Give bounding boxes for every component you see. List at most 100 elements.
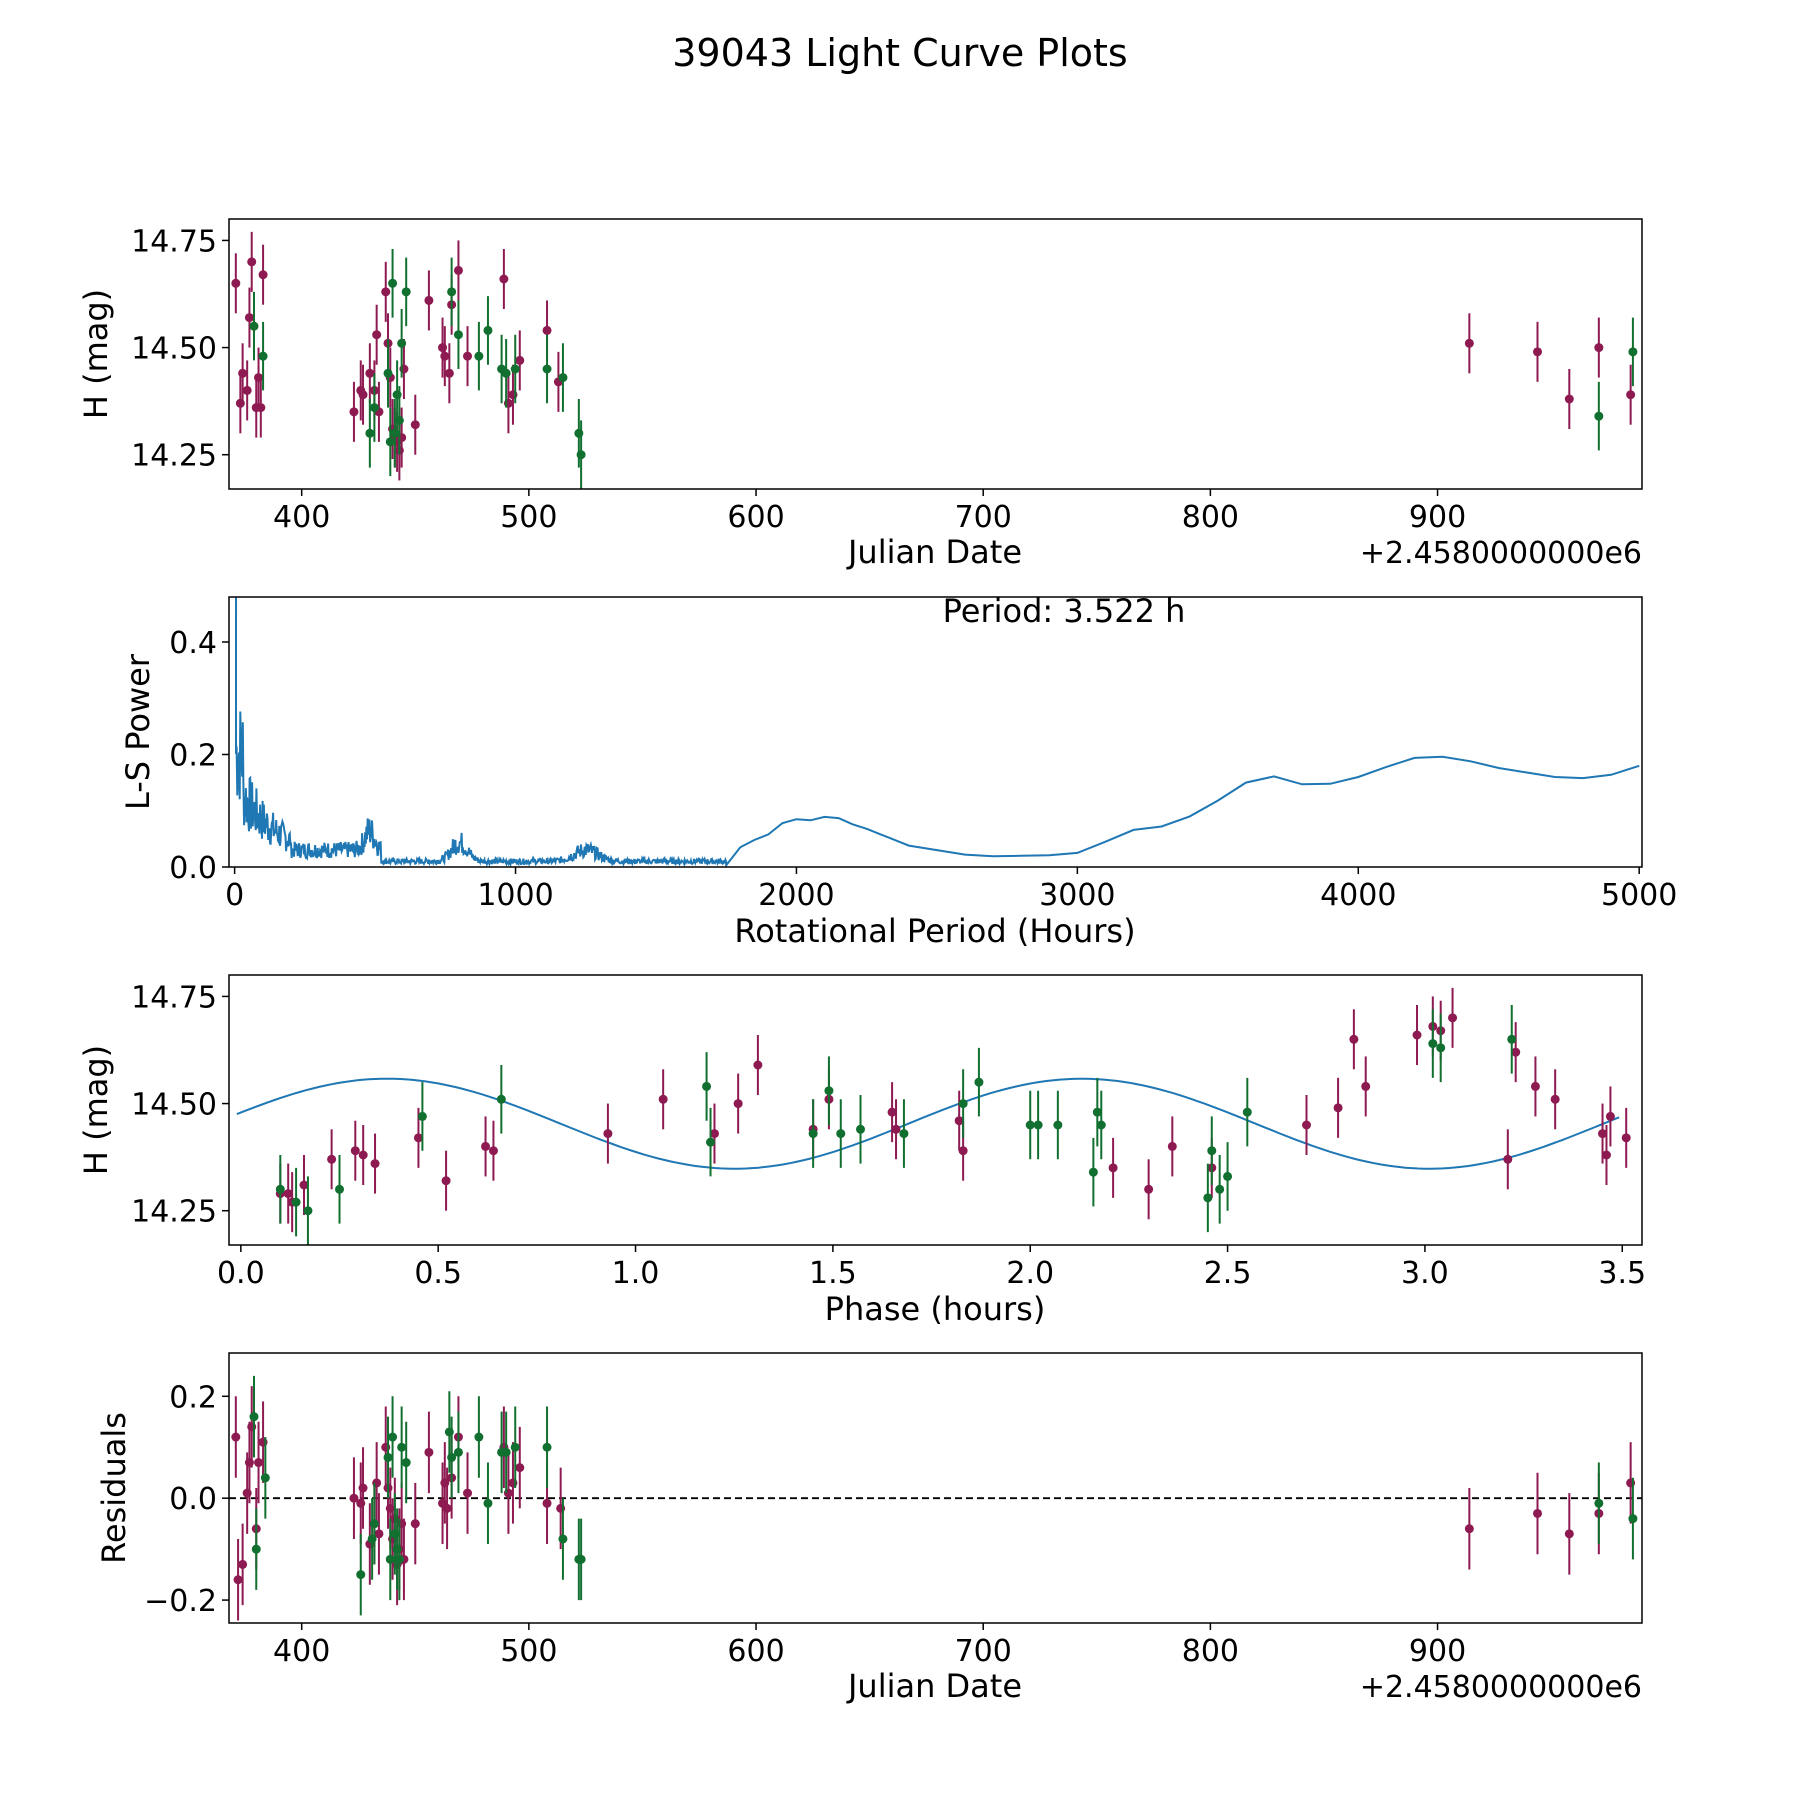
filter-b-point bbox=[576, 450, 586, 460]
filter-b-point bbox=[390, 428, 400, 438]
filter-a-point bbox=[1349, 1034, 1359, 1044]
x-tick-label: 1.0 bbox=[612, 1256, 660, 1291]
filter-b-point bbox=[542, 364, 552, 374]
filter-b-point bbox=[702, 1081, 712, 1091]
filter-b-point bbox=[576, 1554, 586, 1564]
filter-a-point bbox=[753, 1060, 763, 1070]
filter-b-point bbox=[385, 1554, 395, 1564]
filter-a-point bbox=[1108, 1163, 1118, 1173]
filter-b-point bbox=[899, 1129, 909, 1139]
filter-a-point bbox=[1594, 343, 1604, 353]
filter-a-point bbox=[327, 1154, 337, 1164]
filter-a-point bbox=[1464, 1524, 1474, 1534]
filter-a-point bbox=[1167, 1141, 1177, 1151]
filter-a-point bbox=[358, 1483, 368, 1493]
filter-a-point bbox=[258, 270, 268, 280]
x-tick-label: 1000 bbox=[477, 878, 553, 913]
filter-b-point bbox=[397, 1442, 407, 1452]
periodogram-ticks: 0 1000 2000 3000 4000 5000 0.0 0.2 0.4 bbox=[169, 626, 1677, 913]
residuals-xlabel: Julian Date bbox=[846, 1667, 1022, 1705]
light-curve-plot-area bbox=[231, 231, 1638, 489]
x-tick-label: 2.5 bbox=[1204, 1256, 1252, 1291]
filter-b-point bbox=[510, 1442, 520, 1452]
filter-a-point bbox=[365, 368, 375, 378]
filter-b-point bbox=[1428, 1039, 1438, 1049]
filter-a-point bbox=[453, 265, 463, 275]
filter-a-point bbox=[410, 1519, 420, 1529]
filter-b-point bbox=[824, 1086, 834, 1096]
filter-b-point bbox=[251, 1544, 261, 1554]
filter-a-point bbox=[374, 1529, 384, 1539]
filter-b-point bbox=[291, 1197, 301, 1207]
light-curve-xlabel: Julian Date bbox=[846, 533, 1022, 571]
filter-b-point bbox=[417, 1111, 427, 1121]
periodogram-plot-area bbox=[235, 597, 1640, 867]
filter-b-point bbox=[510, 364, 520, 374]
filter-a-point bbox=[442, 1503, 452, 1513]
y-tick-label: 14.75 bbox=[131, 980, 217, 1015]
y-tick-label: 0.0 bbox=[169, 851, 217, 886]
y-tick-label: 14.25 bbox=[131, 439, 217, 474]
filter-a-point bbox=[244, 313, 254, 323]
filter-b-point bbox=[1507, 1034, 1517, 1044]
filter-b-point bbox=[394, 1554, 404, 1564]
filter-a-point bbox=[958, 1146, 968, 1156]
filter-a-point bbox=[954, 1116, 964, 1126]
phased-light-curve-plot-area bbox=[236, 987, 1631, 1245]
y-tick-label: 14.50 bbox=[131, 1088, 217, 1123]
filter-b-point bbox=[453, 1447, 463, 1457]
x-tick-label: 2000 bbox=[758, 878, 834, 913]
filter-a-point bbox=[733, 1099, 743, 1109]
filter-a-point bbox=[1564, 394, 1574, 404]
filter-a-point bbox=[488, 1146, 498, 1156]
phased-light-curve-axes bbox=[228, 974, 1643, 1246]
filter-b-point bbox=[258, 351, 268, 361]
filter-a-point bbox=[358, 1150, 368, 1160]
light-curve-ticks: 400 500 600 700 800 900 14.25 14.50 14.75 bbox=[131, 224, 1466, 535]
filter-b-point bbox=[558, 1534, 568, 1544]
x-tick-label: 800 bbox=[1182, 1634, 1239, 1669]
y-tick-label: 0.2 bbox=[169, 739, 217, 774]
filter-b-point bbox=[1033, 1120, 1043, 1130]
filter-a-point bbox=[424, 1447, 434, 1457]
light-curve-offset-label: +2.4580000000e6 bbox=[1360, 536, 1642, 571]
filter-a-point bbox=[349, 407, 359, 417]
filter-a-point bbox=[1564, 1529, 1574, 1539]
y-tick-label: 14.25 bbox=[131, 1195, 217, 1230]
x-tick-label: 4000 bbox=[1320, 878, 1396, 913]
filter-a-point bbox=[1302, 1120, 1312, 1130]
filter-b-point bbox=[365, 428, 375, 438]
filter-b-point bbox=[385, 437, 395, 447]
filter-a-point bbox=[1333, 1103, 1343, 1113]
filter-b-point bbox=[1096, 1120, 1106, 1130]
filter-a-point bbox=[1601, 1150, 1611, 1160]
filter-a-point bbox=[238, 368, 248, 378]
filter-a-point bbox=[440, 351, 450, 361]
filter-a-point bbox=[424, 295, 434, 305]
filter-b-point bbox=[474, 351, 484, 361]
filter-a-point bbox=[658, 1094, 668, 1104]
phased-light-curve-xlabel: Phase (hours) bbox=[825, 1290, 1046, 1328]
filter-b-point bbox=[1436, 1043, 1446, 1053]
filter-a-point bbox=[370, 1159, 380, 1169]
filter-a-point bbox=[1626, 390, 1636, 400]
filter-b-point bbox=[275, 1184, 285, 1194]
filter-b-point bbox=[483, 1498, 493, 1508]
x-tick-label: 700 bbox=[955, 1634, 1012, 1669]
filter-a-point bbox=[444, 368, 454, 378]
filter-b-point bbox=[1088, 1167, 1098, 1177]
y-tick-label: 14.50 bbox=[131, 332, 217, 367]
filter-b-point bbox=[260, 1473, 270, 1483]
filter-b-point bbox=[496, 1094, 506, 1104]
filter-a-point bbox=[1550, 1094, 1560, 1104]
fit-curve bbox=[236, 1077, 1620, 1170]
filter-a-point bbox=[410, 420, 420, 430]
filter-b-point bbox=[249, 1412, 259, 1422]
x-tick-label: 500 bbox=[500, 1634, 557, 1669]
filter-b-point bbox=[836, 1129, 846, 1139]
filter-b-point bbox=[303, 1206, 313, 1216]
filter-b-point bbox=[501, 368, 511, 378]
x-tick-label: 700 bbox=[955, 500, 1012, 535]
filter-b-point bbox=[383, 1452, 393, 1462]
